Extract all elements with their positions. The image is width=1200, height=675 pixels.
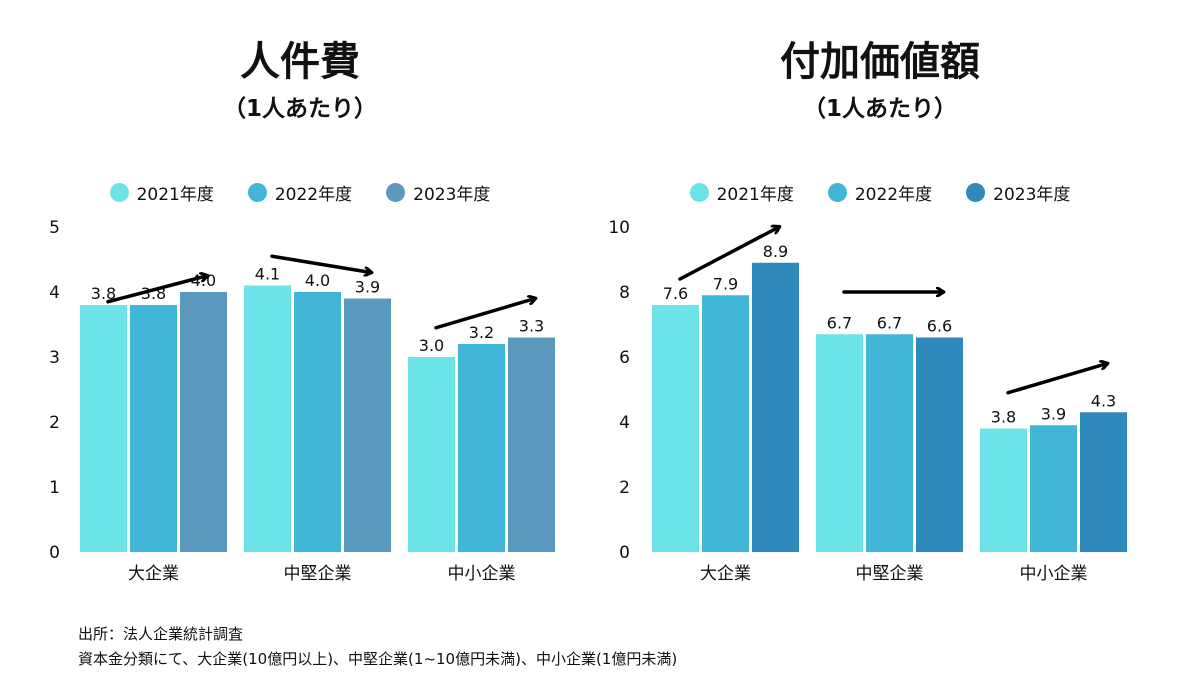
data-label: 8.9 — [763, 242, 788, 261]
data-label: 4.0 — [305, 271, 330, 290]
data-label: 7.6 — [663, 284, 688, 303]
data-label: 3.2 — [469, 323, 494, 342]
data-label: 3.3 — [519, 317, 544, 336]
legend-dot-icon — [827, 182, 847, 202]
chart-subtitle: （1人あたり） — [222, 96, 377, 122]
legend-label: 2022年度 — [854, 184, 933, 205]
y-tick-label: 5 — [49, 218, 60, 238]
legend-dot-icon — [386, 182, 406, 202]
chart-legend: 2021年度 2022年度 2023年度 — [600, 180, 1160, 205]
bar-2023年度 — [1080, 412, 1127, 552]
trend-arrow-icon — [106, 276, 207, 304]
category-label: 中小企業 — [448, 564, 516, 584]
chart-title: 付加価値額 — [780, 39, 980, 85]
data-label: 3.0 — [419, 336, 444, 355]
bar-2023年度 — [916, 337, 963, 552]
data-label: 4.3 — [1091, 391, 1116, 410]
source-line: 出所：法人企業統計調査 — [78, 625, 244, 643]
y-tick-label: 10 — [608, 218, 630, 238]
chart-title: 人件費 — [240, 39, 360, 85]
legend-dot-icon — [689, 182, 709, 202]
value-added-bar-chart: 0 2 4 6 8 10 7.6 7.9 8.9 大企業 6.7 6.7 6.6 中堅企業 3.8 3.9 4.… — [608, 218, 1127, 584]
y-tick-label: 0 — [49, 543, 60, 563]
bar-2023年度 — [180, 292, 227, 552]
y-tick-label: 3 — [49, 348, 60, 368]
classification-note: 資本金分類にて、大企業(10億円以上)、中堅企業(1~10億円未満)、中小企業(… — [78, 650, 678, 668]
legend-item-2022: 2022年度 — [247, 180, 353, 205]
legend-dot-icon — [109, 182, 129, 202]
trend-arrow-icon — [1006, 364, 1107, 395]
bar-2021年度 — [980, 428, 1027, 552]
bar-2021年度 — [408, 357, 455, 552]
bar-2021年度 — [816, 334, 863, 552]
bar-2022年度 — [702, 295, 749, 552]
bar-2022年度 — [130, 305, 177, 552]
data-label: 6.6 — [927, 317, 952, 336]
legend-item-2023: 2023年度 — [966, 180, 1071, 205]
bar-2021年度 — [244, 285, 291, 552]
legend-label: 2023年度 — [413, 184, 491, 205]
bar-2022年度 — [458, 344, 505, 552]
source-note: 出所：法人企業統計調査 資本金分類にて、大企業(10億円以上)、中堅企業(1~1… — [78, 622, 677, 672]
data-label: 3.8 — [91, 284, 116, 303]
trend-arrow-icon — [270, 254, 371, 272]
trend-arrow-icon — [678, 227, 779, 281]
bar-2022年度 — [866, 334, 913, 552]
data-label: 6.7 — [877, 313, 902, 332]
labor-cost-panel: 人件費 （1人あたり） 2021年度 2022年度 2023年度 0 1 2 3 4 5 3… — [30, 0, 570, 610]
category-label: 中堅企業 — [284, 564, 352, 584]
category-label: 中小企業 — [1020, 564, 1088, 584]
y-tick-label: 2 — [619, 478, 630, 498]
legend-item-2021: 2021年度 — [689, 180, 794, 205]
y-tick-label: 8 — [619, 283, 630, 303]
trend-arrow-icon — [434, 299, 535, 330]
value-added-panel: 付加価値額 （1人あたり） 2021年度 2022年度 2023年度 0 2 4 6 8… — [600, 0, 1160, 610]
data-label: 3.9 — [1041, 404, 1066, 423]
data-label: 7.9 — [713, 274, 738, 293]
data-label: 4.1 — [255, 265, 280, 284]
chart-subtitle: （1人あたり） — [802, 96, 957, 122]
category-label: 中堅企業 — [856, 564, 924, 584]
y-tick-label: 1 — [49, 478, 60, 498]
legend-label: 2021年度 — [136, 184, 214, 205]
legend-item-2022: 2022年度 — [827, 180, 933, 205]
legend-dot-icon — [247, 182, 267, 202]
legend-dot-icon — [966, 182, 986, 202]
data-label: 3.8 — [991, 408, 1016, 427]
y-tick-label: 2 — [49, 413, 60, 433]
category-label: 大企業 — [700, 564, 751, 584]
bar-2021年度 — [80, 305, 127, 552]
chart-legend: 2021年度 2022年度 2023年度 — [30, 180, 570, 205]
legend-label: 2023年度 — [993, 184, 1071, 205]
bar-2022年度 — [294, 292, 341, 552]
legend-label: 2022年度 — [274, 184, 353, 205]
data-label: 3.9 — [355, 278, 380, 297]
bar-2022年度 — [1030, 425, 1077, 552]
y-tick-label: 4 — [619, 413, 630, 433]
data-label: 6.7 — [827, 313, 852, 332]
y-tick-label: 4 — [49, 283, 60, 303]
legend-item-2021: 2021年度 — [109, 180, 214, 205]
legend-label: 2021年度 — [716, 184, 794, 205]
legend-item-2023: 2023年度 — [386, 180, 491, 205]
y-tick-label: 6 — [619, 348, 630, 368]
bar-2021年度 — [652, 305, 699, 552]
bar-2023年度 — [344, 298, 391, 552]
category-label: 大企業 — [128, 564, 179, 584]
bar-2023年度 — [508, 337, 555, 552]
bar-2023年度 — [752, 262, 799, 552]
y-tick-label: 0 — [619, 543, 630, 563]
